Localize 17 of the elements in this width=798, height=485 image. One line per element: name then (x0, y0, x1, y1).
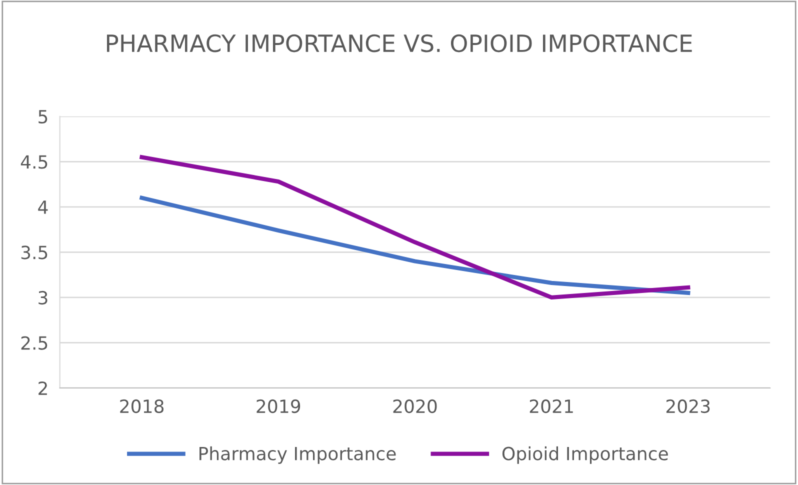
y-tick-label: 4.5 (20, 155, 48, 169)
x-tick-label: 2021 (530, 399, 573, 414)
y-tick-label: 2.5 (21, 336, 48, 350)
y-tick-label: 3 (38, 290, 48, 305)
chart-title: PHARMACY IMPORTANCE VS. OPIOID IMPORTANCE (106, 34, 692, 52)
y-tick-label: 2 (38, 381, 47, 395)
y-tick-label: 4 (38, 200, 48, 214)
legend-label: Opioid Importance (502, 446, 668, 464)
x-tick-label: 2019 (256, 399, 300, 414)
y-tick-label: 5 (38, 110, 48, 124)
legend-label: Pharmacy Importance (200, 446, 396, 464)
x-tick-label: 2023 (666, 399, 710, 414)
line-series (140, 196, 690, 296)
x-tick-label: 2018 (120, 399, 164, 414)
y-tick-label: 3.5 (21, 246, 48, 260)
x-tick-label: 2020 (393, 399, 437, 414)
line-series (140, 155, 690, 300)
